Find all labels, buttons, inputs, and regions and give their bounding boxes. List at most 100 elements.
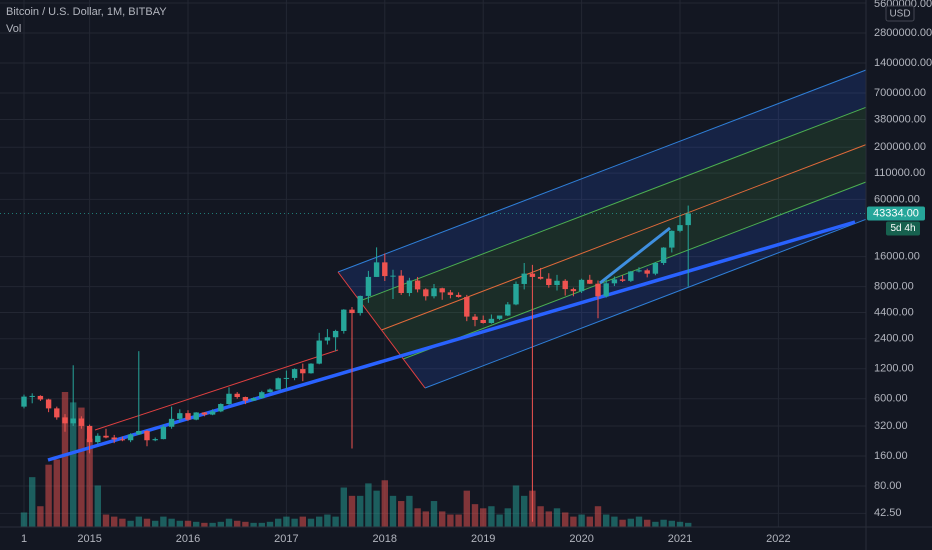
volume-bar: [78, 407, 85, 527]
candle-body: [185, 413, 191, 420]
volume-bar: [119, 518, 126, 527]
volume-bar: [316, 516, 323, 527]
volume-bar: [61, 392, 69, 527]
volume-bar: [488, 506, 495, 527]
grid: [0, 0, 866, 527]
candle-body: [95, 435, 101, 443]
volume-bar: [283, 516, 290, 527]
volume-bar: [332, 516, 339, 527]
y-tick-label: 5600000.00: [874, 0, 932, 10]
volume-bar: [348, 495, 356, 527]
volume-bar: [217, 521, 224, 527]
y-tick-label: 380000.00: [874, 113, 926, 125]
volume-bar: [168, 518, 175, 527]
volume-bar: [570, 516, 577, 527]
candle-body: [242, 397, 249, 401]
volume-bar: [635, 516, 643, 527]
volume-bar: [70, 402, 77, 527]
candle-body: [160, 426, 167, 440]
candle-body: [669, 230, 675, 248]
candle-body: [70, 418, 76, 424]
x-tick-label: 2022: [766, 533, 790, 545]
trend-line: [94, 349, 339, 431]
volume-bar: [398, 501, 405, 527]
candle-body: [193, 412, 199, 420]
volume-bar: [627, 518, 634, 527]
currency: USD: [889, 9, 910, 20]
countdown: 5d 4h: [890, 223, 915, 234]
y-tick-label: 4400.00: [874, 306, 914, 318]
candle-body: [177, 413, 183, 419]
candle-body: [136, 430, 142, 435]
candle-body: [505, 304, 511, 316]
candle-body: [480, 319, 486, 324]
volume-bar: [463, 490, 470, 527]
candle-body: [218, 404, 224, 412]
x-tick-label: 2021: [668, 533, 692, 545]
candle-body: [677, 225, 683, 231]
volume-bar: [324, 514, 331, 527]
volume-layer: [20, 392, 692, 527]
volume-bar: [471, 504, 479, 527]
volume-bar: [86, 438, 93, 527]
volume-bar: [160, 516, 167, 527]
volume-bar: [152, 520, 159, 527]
candle-body: [521, 273, 527, 284]
volume-bar: [258, 522, 265, 527]
currency-box: [885, 5, 915, 22]
candle-body: [78, 418, 85, 426]
y-tick-label: 320.00: [874, 420, 908, 432]
volume-bar: [496, 514, 503, 527]
candle-body: [603, 283, 609, 297]
chart-title: Bitcoin / U.S. Dollar, 1M, BITBAY: [6, 6, 167, 18]
volume-bar: [209, 522, 216, 527]
x-tick-label: 2018: [373, 533, 397, 545]
volume-bar: [184, 520, 192, 527]
candle-body: [144, 430, 150, 441]
candle-body: [464, 296, 470, 317]
candle-body: [291, 369, 298, 378]
candle-body: [578, 279, 585, 292]
volume-bar: [275, 518, 282, 527]
volume-bar: [611, 516, 618, 527]
last-price-label: 43334.00: [873, 207, 919, 219]
candle-body: [234, 393, 240, 398]
volume-bar: [414, 508, 421, 527]
volume-bar: [586, 516, 593, 527]
volume-bar: [594, 506, 602, 527]
volume-bar: [389, 495, 397, 527]
y-tick-label: 700000.00: [874, 87, 926, 99]
candle-body: [414, 280, 421, 290]
volume-bar: [225, 518, 233, 527]
volume-bar: [447, 514, 454, 527]
volume-bar: [307, 518, 315, 527]
volume-bar: [422, 511, 429, 527]
volume-bar: [660, 519, 667, 527]
candle-body: [365, 276, 372, 296]
volume-bar: [266, 521, 274, 527]
x-tick-label: 2017: [274, 533, 298, 545]
candle-body: [357, 295, 363, 314]
candle-body: [472, 316, 478, 320]
y-tick-label: 16000.00: [874, 250, 920, 262]
y-tick-label: 110000.00: [874, 167, 925, 179]
candle-body: [209, 411, 216, 415]
candle-body: [570, 289, 577, 292]
volume-bar: [37, 506, 44, 527]
volume-bar: [127, 520, 134, 527]
candle-body: [21, 396, 27, 407]
y-tick-label: 2400.00: [874, 333, 914, 345]
candle-body: [259, 392, 265, 399]
y-tick-label: 8000.00: [874, 280, 914, 292]
candle-body: [382, 262, 388, 277]
volume-bar: [537, 506, 544, 527]
candle-body: [111, 437, 117, 440]
candle-body: [103, 435, 109, 438]
volume-bar: [53, 459, 60, 527]
countdown-tag: [886, 221, 920, 236]
candle-body: [619, 279, 626, 281]
candle-body: [488, 318, 495, 324]
volume-bar: [512, 485, 520, 527]
volume-bar: [250, 522, 257, 527]
volume-bar: [652, 521, 659, 527]
